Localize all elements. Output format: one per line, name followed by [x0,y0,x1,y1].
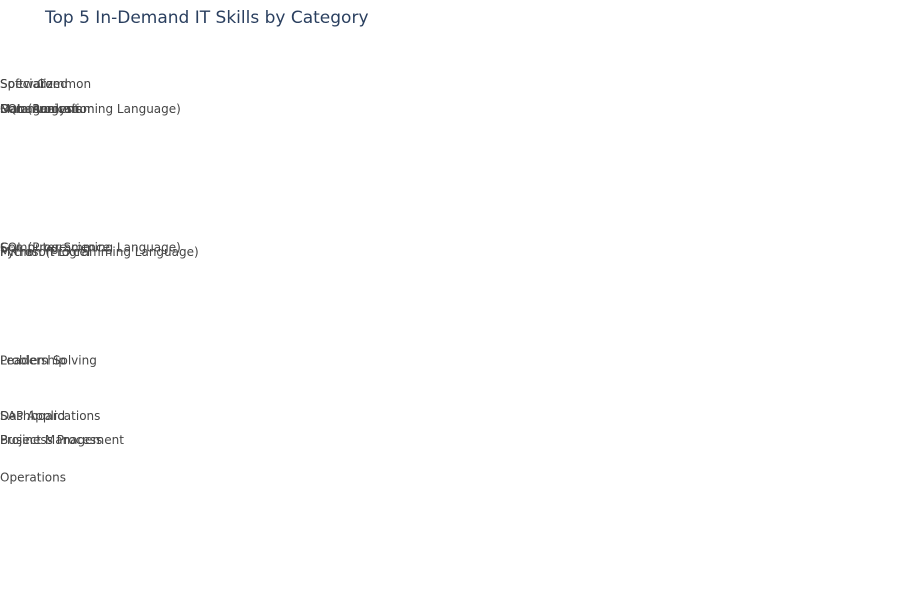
tile-label-software-sql-programming-language: SQL (Programming Language) [0,102,181,116]
tile-label-software-microsoft-excel: Microsoft Excel [0,245,90,259]
tile-label-common-operations: Operations [0,470,66,484]
chart-title: Top 5 In-Demand IT Skills by Category [45,8,369,28]
tile-label-specialized-data-analysis: Data Analysis [0,102,82,116]
tile-specialized-computer-science[interactable]: Computer Science [0,241,110,255]
tile-label-specialized-business-process: Business Process [0,433,102,447]
tile-specialized-project-management[interactable]: Project Management [0,433,124,447]
category-label-common: Common [37,77,91,91]
tile-label-specialized-computer-science: Computer Science [0,241,110,255]
tile-label-common-problem-solving: Problem Solving [0,353,97,367]
tile-label-common-communication: Communication [0,102,95,116]
category-label-specialized: Specialized [0,77,68,91]
category-label-software: Software [0,77,53,91]
tile-software-microsoft-excel[interactable]: Microsoft Excel [0,245,90,259]
tile-label-software-sap-applications: SAP Applications [0,409,100,423]
tile-label-software-dashboard: Dashboard [0,409,65,423]
tile-specialized-sql-programming-language[interactable]: SQL (Programming Language) [0,241,181,255]
tile-specialized-business-process[interactable]: Business Process [0,433,102,447]
tile-common-communication[interactable]: Communication [0,102,95,116]
tile-common-management[interactable]: Management [0,102,79,116]
tile-software-sap-applications[interactable]: SAP Applications [0,409,100,423]
tile-label-specialized-project-management: Project Management [0,433,124,447]
tile-common-leadership[interactable]: Leadership [0,353,66,367]
tile-label-software-python-programming-language: Python (Programming Language) [0,245,199,259]
tile-label-common-management: Management [0,102,79,116]
tile-software-python-programming-language[interactable]: Python (Programming Language) [0,245,199,259]
tile-software-dashboard[interactable]: Dashboard [0,409,65,423]
tile-common-operations[interactable]: Operations [0,470,66,484]
tile-label-specialized-sql-programming-language: SQL (Programming Language) [0,241,181,255]
tile-common-problem-solving[interactable]: Problem Solving [0,353,97,367]
tile-software-sql-programming-language[interactable]: SQL (Programming Language) [0,102,181,116]
tile-specialized-data-analysis[interactable]: Data Analysis [0,102,82,116]
tile-label-common-leadership: Leadership [0,353,66,367]
